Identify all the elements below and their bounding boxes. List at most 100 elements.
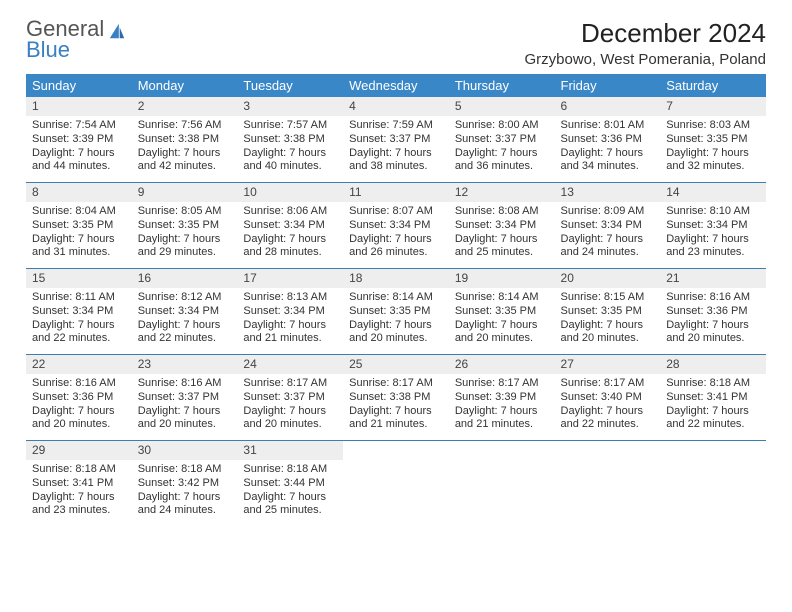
- sunset-text: Sunset: 3:39 PM: [32, 133, 126, 147]
- day-body: Sunrise: 8:18 AMSunset: 3:42 PMDaylight:…: [132, 460, 238, 526]
- daylight-text: Daylight: 7 hours and 22 minutes.: [561, 405, 655, 433]
- dow-monday: Monday: [132, 74, 238, 97]
- sunrise-text: Sunrise: 7:59 AM: [349, 119, 443, 133]
- day-body: Sunrise: 8:05 AMSunset: 3:35 PMDaylight:…: [132, 202, 238, 268]
- daylight-text: Daylight: 7 hours and 23 minutes.: [32, 491, 126, 519]
- sunrise-text: Sunrise: 8:18 AM: [243, 463, 337, 477]
- sunset-text: Sunset: 3:35 PM: [666, 133, 760, 147]
- sunrise-text: Sunrise: 8:08 AM: [455, 205, 549, 219]
- sunset-text: Sunset: 3:35 PM: [561, 305, 655, 319]
- daylight-text: Daylight: 7 hours and 36 minutes.: [455, 147, 549, 175]
- day-body: Sunrise: 8:11 AMSunset: 3:34 PMDaylight:…: [26, 288, 132, 354]
- day-number: 5: [449, 97, 555, 116]
- day-body: Sunrise: 8:16 AMSunset: 3:37 PMDaylight:…: [132, 374, 238, 440]
- sunrise-text: Sunrise: 7:57 AM: [243, 119, 337, 133]
- day-body: Sunrise: 8:01 AMSunset: 3:36 PMDaylight:…: [555, 116, 661, 182]
- sunset-text: Sunset: 3:38 PM: [349, 391, 443, 405]
- day-number: 28: [660, 355, 766, 374]
- day-number: 25: [343, 355, 449, 374]
- empty-cell: [343, 441, 449, 527]
- day-body: Sunrise: 8:18 AMSunset: 3:41 PMDaylight:…: [660, 374, 766, 440]
- day-cell: 5Sunrise: 8:00 AMSunset: 3:37 PMDaylight…: [449, 97, 555, 183]
- sunset-text: Sunset: 3:35 PM: [349, 305, 443, 319]
- sunrise-text: Sunrise: 7:56 AM: [138, 119, 232, 133]
- sunset-text: Sunset: 3:34 PM: [561, 219, 655, 233]
- day-cell: 19 Sunrise: 8:14 AMSunset: 3:35 PMDayligh…: [449, 269, 555, 355]
- dow-wednesday: Wednesday: [343, 74, 449, 97]
- sunset-text: Sunset: 3:38 PM: [243, 133, 337, 147]
- sunset-text: Sunset: 3:38 PM: [138, 133, 232, 147]
- day-cell: 29Sunrise: 8:18 AMSunset: 3:41 PMDayligh…: [26, 441, 132, 527]
- daylight-text: Daylight: 7 hours and 40 minutes.: [243, 147, 337, 175]
- day-body: Sunrise: 7:54 AMSunset: 3:39 PMDaylight:…: [26, 116, 132, 182]
- empty-cell: [660, 441, 766, 527]
- sunrise-text: Sunrise: 8:14 AM: [455, 291, 549, 305]
- day-body: Sunrise: 8:06 AMSunset: 3:34 PMDaylight:…: [237, 202, 343, 268]
- day-number: 15: [26, 269, 132, 288]
- day-cell: 2Sunrise: 7:56 AMSunset: 3:38 PMDaylight…: [132, 97, 238, 183]
- day-number: 4: [343, 97, 449, 116]
- sunrise-text: Sunrise: 8:15 AM: [561, 291, 655, 305]
- week-row: 1Sunrise: 7:54 AMSunset: 3:39 PMDaylight…: [26, 97, 766, 183]
- daylight-text: Daylight: 7 hours and 20 minutes.: [561, 319, 655, 347]
- day-body: Sunrise: 8:17 AMSunset: 3:40 PMDaylight:…: [555, 374, 661, 440]
- empty-cell: [555, 441, 661, 527]
- day-cell: 4Sunrise: 7:59 AMSunset: 3:37 PMDaylight…: [343, 97, 449, 183]
- day-cell: 11Sunrise: 8:07 AMSunset: 3:34 PMDayligh…: [343, 183, 449, 269]
- day-cell: 17Sunrise: 8:13 AMSunset: 3:34 PMDayligh…: [237, 269, 343, 355]
- week-row: 22Sunrise: 8:16 AMSunset: 3:36 PMDayligh…: [26, 355, 766, 441]
- daylight-text: Daylight: 7 hours and 20 minutes.: [455, 319, 549, 347]
- dow-tuesday: Tuesday: [237, 74, 343, 97]
- day-cell: 24Sunrise: 8:17 AMSunset: 3:37 PMDayligh…: [237, 355, 343, 441]
- day-number: 19: [449, 269, 555, 288]
- sunrise-text: Sunrise: 8:14 AM: [349, 291, 443, 305]
- sunset-text: Sunset: 3:40 PM: [561, 391, 655, 405]
- sunset-text: Sunset: 3:39 PM: [455, 391, 549, 405]
- daylight-text: Daylight: 7 hours and 21 minutes.: [349, 405, 443, 433]
- daylight-text: Daylight: 7 hours and 25 minutes.: [243, 491, 337, 519]
- day-number: 18: [343, 269, 449, 288]
- sunset-text: Sunset: 3:34 PM: [243, 219, 337, 233]
- sunset-text: Sunset: 3:35 PM: [455, 305, 549, 319]
- day-cell: 13Sunrise: 8:09 AMSunset: 3:34 PMDayligh…: [555, 183, 661, 269]
- sunrise-text: Sunrise: 8:05 AM: [138, 205, 232, 219]
- day-number: 26: [449, 355, 555, 374]
- day-number: 21: [660, 269, 766, 288]
- daylight-text: Daylight: 7 hours and 32 minutes.: [666, 147, 760, 175]
- day-body: Sunrise: 8:09 AMSunset: 3:34 PMDaylight:…: [555, 202, 661, 268]
- dow-saturday: Saturday: [660, 74, 766, 97]
- daylight-text: Daylight: 7 hours and 24 minutes.: [561, 233, 655, 261]
- sunrise-text: Sunrise: 8:17 AM: [455, 377, 549, 391]
- day-number: 13: [555, 183, 661, 202]
- day-cell: 16Sunrise: 8:12 AMSunset: 3:34 PMDayligh…: [132, 269, 238, 355]
- day-cell: 1Sunrise: 7:54 AMSunset: 3:39 PMDaylight…: [26, 97, 132, 183]
- day-body: Sunrise: 7:57 AMSunset: 3:38 PMDaylight:…: [237, 116, 343, 182]
- day-body: Sunrise: 8:14 AMSunset: 3:35 PMDaylight:…: [343, 288, 449, 354]
- sunset-text: Sunset: 3:34 PM: [455, 219, 549, 233]
- week-row: 15Sunrise: 8:11 AMSunset: 3:34 PMDayligh…: [26, 269, 766, 355]
- day-body: Sunrise: 8:17 AMSunset: 3:39 PMDaylight:…: [449, 374, 555, 440]
- week-row: 29Sunrise: 8:18 AMSunset: 3:41 PMDayligh…: [26, 441, 766, 527]
- calendar-table: Sunday Monday Tuesday Wednesday Thursday…: [26, 74, 766, 526]
- day-body: Sunrise: 8:07 AMSunset: 3:34 PMDaylight:…: [343, 202, 449, 268]
- day-cell: 30Sunrise: 8:18 AMSunset: 3:42 PMDayligh…: [132, 441, 238, 527]
- daylight-text: Daylight: 7 hours and 22 minutes.: [32, 319, 126, 347]
- day-cell: 22Sunrise: 8:16 AMSunset: 3:36 PMDayligh…: [26, 355, 132, 441]
- day-number: 31: [237, 441, 343, 460]
- header: General Blue December 2024 Grzybowo, Wes…: [26, 18, 766, 68]
- daylight-text: Daylight: 7 hours and 21 minutes.: [455, 405, 549, 433]
- sunset-text: Sunset: 3:34 PM: [32, 305, 126, 319]
- sunrise-text: Sunrise: 8:16 AM: [32, 377, 126, 391]
- day-body: Sunrise: 8:04 AMSunset: 3:35 PMDaylight:…: [26, 202, 132, 268]
- day-number: 7: [660, 97, 766, 116]
- daylight-text: Daylight: 7 hours and 20 minutes.: [243, 405, 337, 433]
- day-number: 20: [555, 269, 661, 288]
- day-body: Sunrise: 8:17 AMSunset: 3:38 PMDaylight:…: [343, 374, 449, 440]
- sunrise-text: Sunrise: 8:04 AM: [32, 205, 126, 219]
- title-block: December 2024 Grzybowo, West Pomerania, …: [524, 18, 766, 68]
- sunrise-text: Sunrise: 8:09 AM: [561, 205, 655, 219]
- sunrise-text: Sunrise: 8:11 AM: [32, 291, 126, 305]
- dow-row: Sunday Monday Tuesday Wednesday Thursday…: [26, 74, 766, 97]
- day-cell: 31Sunrise: 8:18 AMSunset: 3:44 PMDayligh…: [237, 441, 343, 527]
- sunrise-text: Sunrise: 8:18 AM: [32, 463, 126, 477]
